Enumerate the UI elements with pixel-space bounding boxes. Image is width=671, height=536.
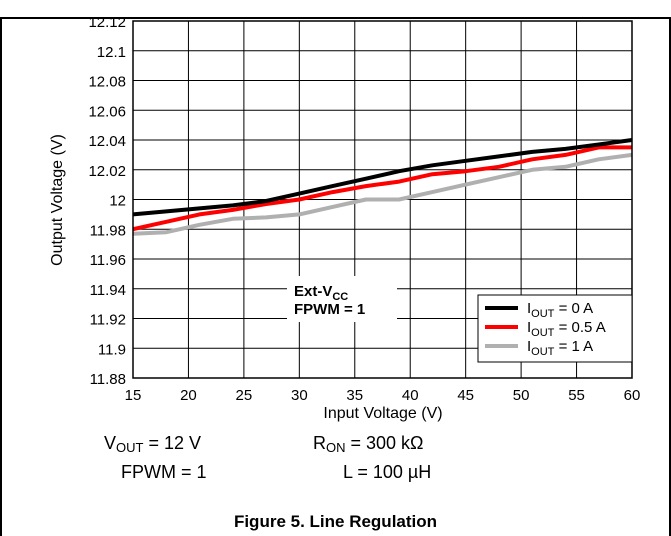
legend-label-0: IOUT = 0 A [527, 300, 593, 320]
condition-vout: VOUT = 12 V [104, 433, 202, 455]
legend-label-1: IOUT = 0.5 A [527, 319, 606, 339]
y-tick-label: 11.88 [90, 371, 126, 388]
frame-top-border [0, 17, 671, 19]
condition-inductance: L = 100 µH [343, 462, 432, 482]
x-tick-labels: 15 20 25 30 35 40 45 50 55 60 [125, 387, 641, 404]
series-lines [132, 138, 633, 236]
y-tick-label: 11.94 [90, 282, 126, 299]
series-line-1 [132, 145, 632, 232]
plot-area-border [132, 20, 633, 379]
annotation-line-1: Ext-VCC [294, 283, 348, 303]
condition-ron: RON = 300 kΩ [313, 433, 424, 455]
x-tick-label: 20 [180, 387, 197, 404]
y-tick-label: 11.9 [98, 341, 126, 358]
y-tick-label: 12 [109, 193, 126, 210]
x-tick-label: 45 [457, 387, 474, 404]
y-tick-label: 11.98 [90, 222, 126, 239]
x-axis-label: Input Voltage (V) [323, 405, 442, 422]
y-tick-label: 11.96 [90, 252, 126, 269]
y-tick-labels: 11.88 11.9 11.92 11.94 11.96 11.98 12 12.02 12.0… [88, 14, 126, 388]
x-tick-label: 55 [568, 387, 585, 404]
x-tick-label: 30 [291, 387, 308, 404]
figure-caption: Figure 5. Line Regulation [233, 512, 438, 531]
series-line-2 [132, 152, 633, 236]
y-tick-label: 12.06 [88, 103, 126, 120]
y-tick-label: 11.92 [90, 312, 126, 329]
y-tick-label: 12.08 [88, 74, 126, 91]
annotation-line-2: FPWM = 1 [294, 301, 365, 318]
x-tick-label: 60 [624, 387, 641, 404]
x-tick-label: 35 [346, 387, 363, 404]
frame-left-border [0, 18, 2, 536]
series-line-0 [132, 138, 633, 217]
y-tick-label: 12.1 [97, 44, 126, 61]
annotation-box: Ext-VCC FPWM = 1 [287, 276, 397, 322]
legend-label-2: IOUT = 1 A [527, 338, 593, 358]
y-tick-label: 12.04 [88, 133, 126, 150]
condition-fpwm: FPWM = 1 [121, 462, 207, 482]
x-tick-label: 40 [402, 387, 419, 404]
x-tick-label: 25 [236, 387, 253, 404]
x-tick-label: 50 [513, 387, 530, 404]
y-axis-label: Output Voltage (V) [49, 134, 66, 266]
frame-right-border [669, 18, 671, 536]
y-tick-label: 12.12 [88, 14, 126, 31]
y-tick-label: 12.02 [88, 163, 126, 180]
x-tick-label: 15 [125, 387, 142, 404]
